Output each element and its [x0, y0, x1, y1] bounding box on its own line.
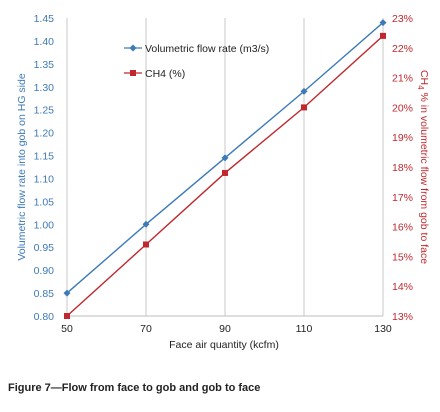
left-tick-label: 1.20 — [34, 128, 55, 140]
right-tick-label: 21% — [392, 73, 413, 85]
left-tick-label: 1.10 — [34, 173, 55, 185]
series-flow — [63, 19, 387, 297]
legend-flow-marker — [129, 44, 137, 52]
left-tick-label: 0.95 — [34, 242, 55, 254]
data-point — [301, 104, 307, 111]
left-tick-label: 1.40 — [34, 36, 55, 48]
series-ch4 — [64, 32, 386, 319]
legend: Volumetric flow rate (m3/s) CH4 (%) — [124, 43, 269, 80]
left-tick-label: 1.15 — [34, 151, 55, 163]
x-tick-label: 90 — [219, 323, 231, 335]
figure-caption: Figure 7—Flow from face to gob and gob t… — [8, 382, 261, 394]
right-tick-label: 18% — [392, 162, 413, 174]
legend-item-ch4: CH4 (%) — [124, 68, 185, 80]
x-tick-label: 130 — [374, 323, 392, 335]
series-layer — [63, 19, 387, 319]
data-point — [142, 220, 150, 228]
right-tick-label: 23% — [392, 13, 413, 25]
data-point — [379, 19, 387, 27]
left-axis-label: Volumetric flow rate into gob on HG side — [16, 73, 28, 261]
x-tick-label: 50 — [61, 323, 73, 335]
data-point — [221, 154, 229, 162]
right-tick-label: 19% — [392, 132, 413, 144]
left-tick-label: 0.90 — [34, 265, 55, 277]
left-tick-label: 1.25 — [34, 105, 55, 117]
left-axis-ticks: 0.80 0.85 0.90 0.95 1.00 1.05 1.10 1.15 1.20 1.25… — [34, 13, 55, 323]
data-point — [63, 289, 71, 297]
x-axis-label: Face air quantity (kcfm) — [169, 339, 279, 351]
right-tick-label: 17% — [392, 192, 413, 204]
left-tick-label: 0.85 — [34, 288, 55, 300]
legend-ch4-marker — [130, 70, 136, 76]
left-tick-label: 0.80 — [34, 311, 55, 323]
left-tick-label: 1.35 — [34, 59, 55, 71]
right-tick-label: 14% — [392, 281, 413, 293]
right-tick-label: 16% — [392, 222, 413, 234]
legend-item-flow: Volumetric flow rate (m3/s) — [124, 43, 269, 55]
x-tick-label: 70 — [140, 323, 152, 335]
data-point — [300, 87, 308, 95]
left-tick-label: 1.45 — [34, 13, 55, 25]
grid-lines — [66, 18, 384, 317]
right-tick-label: 22% — [392, 43, 413, 55]
right-tick-label: 15% — [392, 251, 413, 263]
right-axis-label-prefix: CH — [418, 70, 430, 85]
data-point — [143, 241, 149, 248]
chart: 0.80 0.85 0.90 0.95 1.00 1.05 1.10 1.15 1.20 1.25… — [16, 13, 430, 351]
right-axis-label: CH4 % in volumetric flow from gob to fac… — [416, 70, 430, 264]
right-axis-label-subscript: 4 — [416, 85, 425, 90]
x-tick-label: 110 — [296, 323, 313, 335]
left-tick-label: 1.05 — [34, 196, 55, 208]
left-tick-label: 1.00 — [34, 219, 55, 231]
right-tick-label: 13% — [392, 311, 413, 323]
right-axis-label-rest: % in volumetric flow from gob to face — [418, 90, 430, 265]
data-point — [380, 32, 386, 39]
right-axis-ticks: 13% 14% 15% 16% 17% 18% 19% 20% 21% 22% 23% — [392, 13, 413, 323]
left-tick-label: 1.30 — [34, 82, 55, 94]
legend-flow-label: Volumetric flow rate (m3/s) — [145, 43, 269, 55]
legend-ch4-label: CH4 (%) — [145, 68, 185, 80]
right-tick-label: 20% — [392, 102, 413, 114]
data-point — [64, 313, 70, 319]
x-axis-ticks: 50 70 90 110 130 — [61, 323, 392, 335]
data-point — [222, 169, 228, 176]
